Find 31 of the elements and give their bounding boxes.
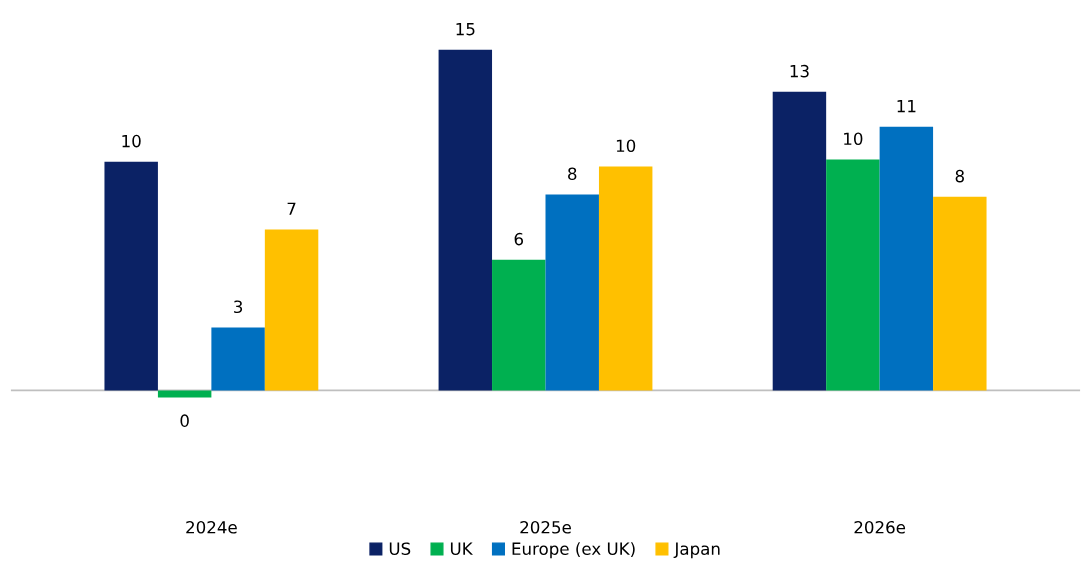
bar [438, 49, 493, 391]
legend-label: US [389, 542, 411, 556]
data-label: 15 [456, 23, 475, 36]
x-tick-label: 2024e [186, 520, 237, 534]
bar [598, 166, 653, 391]
legend-label: UK [450, 542, 473, 556]
data-label: 7 [287, 202, 296, 215]
data-label: 10 [616, 139, 636, 153]
data-label: 10 [122, 134, 141, 148]
data-label: 0 [180, 414, 189, 427]
x-tick-label: 2026e [854, 520, 906, 534]
data-label: 13 [790, 64, 809, 78]
bar [264, 229, 319, 391]
bar [826, 159, 880, 391]
bar [879, 126, 934, 391]
bar [157, 390, 212, 398]
bar [933, 196, 987, 391]
data-label: 10 [844, 132, 863, 146]
data-label: 8 [568, 167, 577, 181]
data-label: 3 [234, 300, 243, 314]
data-label: 8 [955, 169, 964, 183]
data-label: 11 [897, 100, 916, 113]
bar [104, 161, 158, 391]
x-tick-label: 2025e [520, 520, 571, 534]
bar [545, 194, 599, 391]
bar [772, 91, 827, 391]
data-label: 6 [514, 232, 524, 246]
bar [211, 327, 265, 391]
legend-label: Europe (ex UK) [512, 542, 635, 559]
bar [492, 259, 546, 391]
legend-label: Japan [673, 542, 720, 559]
